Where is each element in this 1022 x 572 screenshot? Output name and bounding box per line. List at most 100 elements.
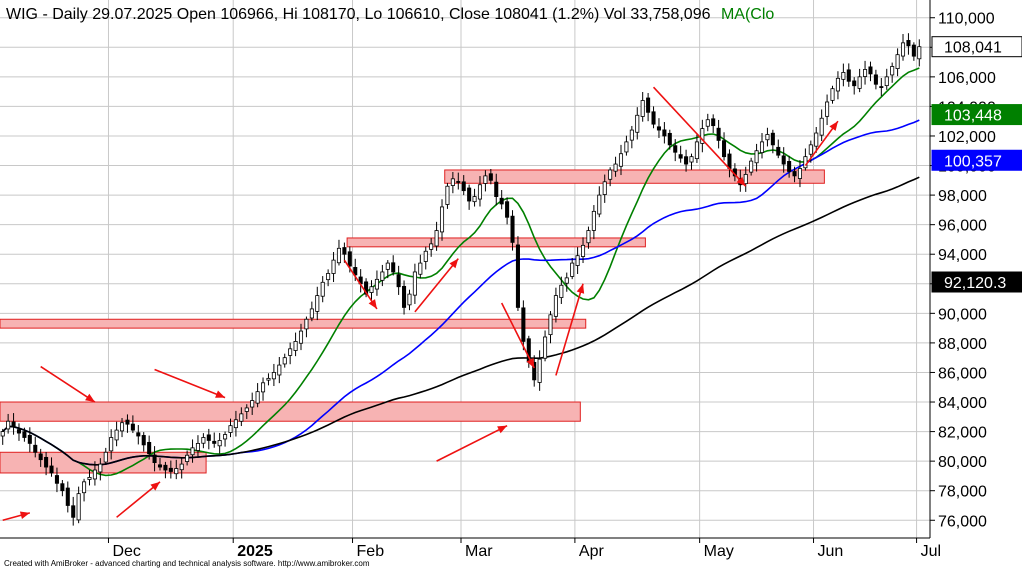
candle <box>71 496 76 526</box>
candle <box>358 269 363 293</box>
candle-body <box>239 413 244 422</box>
candle <box>488 168 493 185</box>
candle-body <box>190 447 195 456</box>
candle <box>787 155 792 178</box>
arrow-shaft <box>436 424 508 462</box>
candle <box>27 427 32 453</box>
candle-body <box>835 77 840 92</box>
candle <box>461 175 466 196</box>
candle-body <box>770 132 775 146</box>
candle <box>564 272 569 292</box>
candle-body <box>320 281 325 297</box>
candle-body <box>369 286 374 293</box>
candle <box>261 377 266 401</box>
candle-body <box>906 40 911 47</box>
candle-body <box>98 463 103 473</box>
candle <box>369 280 374 301</box>
candle <box>754 143 759 172</box>
candle-body <box>537 358 542 383</box>
candle-body <box>22 431 27 438</box>
candle <box>759 133 765 159</box>
candle-body <box>212 440 217 444</box>
candle-body <box>808 144 813 155</box>
candle-body <box>846 69 851 82</box>
candle-body <box>814 132 819 147</box>
annotation-arrow <box>436 424 508 462</box>
candle-body <box>618 153 624 167</box>
candle-body <box>152 454 157 464</box>
candle-body <box>884 76 889 87</box>
candle-body <box>364 281 369 295</box>
candle <box>673 139 678 162</box>
candle-body <box>505 201 510 218</box>
candle-body <box>890 66 895 76</box>
candle <box>374 270 379 296</box>
candle <box>906 33 911 55</box>
arrow-head <box>449 258 459 269</box>
candle <box>846 63 851 87</box>
y-tick-label: 90,000 <box>938 306 987 323</box>
candle-body <box>331 259 336 274</box>
candle <box>629 125 634 149</box>
arrow-shaft <box>40 365 96 403</box>
candle <box>130 415 135 434</box>
candle-body <box>781 155 786 165</box>
candle <box>494 173 499 206</box>
candle-body <box>71 505 76 518</box>
candle-body <box>895 54 900 69</box>
candle-body <box>136 432 141 437</box>
y-tick-label: 94,000 <box>938 247 987 264</box>
arrow-head <box>215 390 226 398</box>
candle-body <box>857 76 862 89</box>
candle-body <box>743 174 748 185</box>
candle <box>591 205 596 240</box>
arrow-shaft <box>414 258 459 313</box>
candle-body <box>396 274 401 288</box>
y-tick-label: 76,000 <box>938 513 987 530</box>
candle-body <box>185 454 190 462</box>
candle <box>646 93 651 122</box>
candle <box>656 118 661 138</box>
candle-body <box>873 74 878 85</box>
candles <box>0 33 922 526</box>
candle <box>244 404 249 419</box>
candle-body <box>548 314 553 336</box>
candle-body <box>147 441 152 455</box>
candle <box>44 452 49 476</box>
x-tick-label: Dec <box>112 543 140 560</box>
candle <box>857 68 862 93</box>
y-tick-label: 82,000 <box>938 425 987 442</box>
candle-body <box>792 171 797 177</box>
candle-body <box>228 425 233 433</box>
arrow-head <box>526 358 535 369</box>
candle <box>662 122 667 144</box>
value-badge-label: 92,120.3 <box>944 275 1006 292</box>
candle-body <box>678 154 683 159</box>
candle <box>559 276 564 304</box>
candle-body <box>499 197 504 205</box>
candle <box>11 413 16 435</box>
arrow-head <box>150 481 160 491</box>
candle-body <box>711 118 716 127</box>
candle <box>624 135 629 156</box>
candle-body <box>515 244 520 308</box>
candle <box>109 429 114 460</box>
candle-body <box>879 86 884 88</box>
candle <box>613 156 618 177</box>
x-tick-label: 2025 <box>237 543 273 560</box>
axes: 76,000 78,000 80,000 82,000 84,000 86,000 88,0… <box>0 0 996 560</box>
candle-body <box>103 451 108 463</box>
arrow-shaft <box>652 86 747 187</box>
y-tick-label: 96,000 <box>938 218 987 235</box>
header-symbol-line: WIG - Daily 29.07.2025 Open 106966, Hi 1… <box>6 6 711 23</box>
x-tick-label: Jun <box>818 543 844 560</box>
annotation-arrow <box>154 368 226 399</box>
x-tick-label: Mar <box>465 543 493 560</box>
candle <box>277 356 282 384</box>
header-ma-label: MA(Clo <box>721 6 774 23</box>
candle <box>835 71 840 100</box>
candle <box>667 129 672 150</box>
candle-body <box>201 437 206 444</box>
candle-body <box>586 230 591 244</box>
